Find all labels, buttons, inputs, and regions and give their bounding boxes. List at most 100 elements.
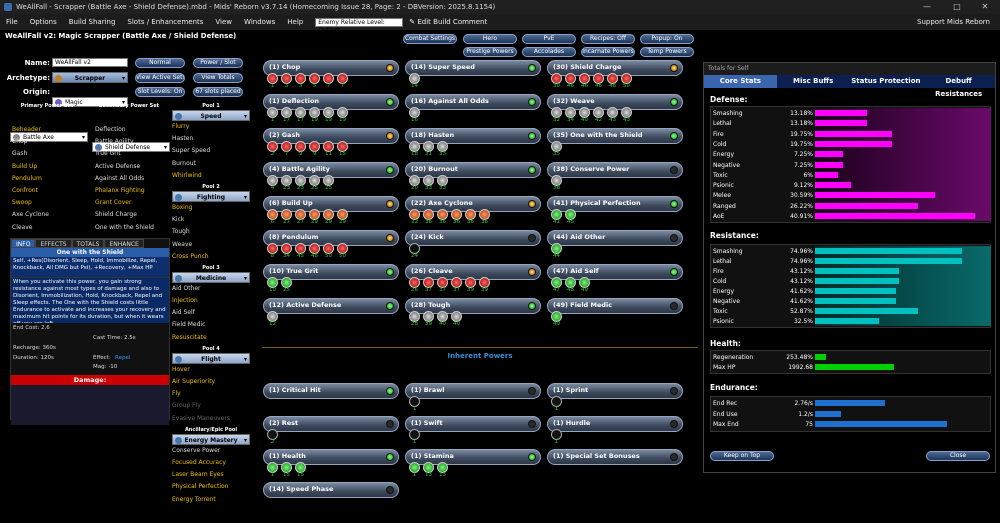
enhancement-icon[interactable] (309, 141, 320, 152)
power-slot-2-rest[interactable]: (2) Rest (263, 416, 399, 432)
enhancement-icon[interactable] (423, 209, 434, 220)
enhancement-icon[interactable] (551, 243, 562, 254)
enhancement-icon[interactable] (337, 209, 348, 220)
enhancement-icon[interactable] (465, 277, 476, 288)
slots-placed-button[interactable]: 67 slots placed (193, 87, 243, 97)
power-slot-1-health[interactable]: (1) Health (263, 449, 399, 465)
enhancement-icon[interactable] (281, 73, 292, 84)
tab-info[interactable]: INFO (11, 239, 36, 248)
power-air-superiority[interactable]: Air Superiority (172, 378, 216, 385)
power-hover[interactable]: Hover (172, 365, 190, 373)
pool-select-medicine[interactable]: Medicine ▾ (172, 271, 250, 283)
power-slot-16-against-all-odds[interactable]: (16) Against All Odds (405, 94, 541, 110)
enhancement-icon[interactable] (323, 175, 334, 186)
enhancement-icon[interactable] (579, 277, 590, 288)
enhancement-icon[interactable] (281, 175, 292, 186)
power-physical-perfection[interactable]: Physical Perfection (172, 483, 229, 491)
menu-view[interactable]: View (215, 18, 233, 26)
menu-windows[interactable]: Windows (244, 18, 276, 26)
power-slot-1-special-set-bonuses[interactable]: (1) Special Set Bonuses (547, 449, 683, 465)
power-injection[interactable]: Injection (172, 297, 198, 305)
power-whirlwind[interactable]: Whirlwind (172, 171, 202, 179)
enhancement-icon[interactable] (409, 243, 420, 254)
tab-effects[interactable]: EFFECTS (35, 239, 72, 248)
enhancement-icon[interactable] (337, 141, 348, 152)
tab-enhance[interactable]: ENHANCE (104, 239, 144, 248)
enhancement-icon[interactable] (323, 243, 334, 254)
power-cross-punch[interactable]: Cross Punch (172, 252, 209, 260)
enemy-level-select[interactable]: Enemy Relative Level: Default (315, 17, 404, 34)
enhancement-icon[interactable] (437, 175, 448, 186)
enhancement-icon[interactable] (551, 429, 562, 440)
enhancement-icon[interactable] (607, 107, 618, 118)
power-slot-12-active-defense[interactable]: (12) Active Defense (263, 298, 399, 314)
power-slot-20-burnout[interactable]: (20) Burnout (405, 162, 541, 178)
enhancement-icon[interactable] (267, 175, 278, 186)
enhancement-icon[interactable] (409, 277, 420, 288)
enhancement-icon[interactable] (281, 277, 292, 288)
power-slot-1-chop[interactable]: (1) Chop (263, 60, 399, 76)
enhancement-icon[interactable] (551, 209, 562, 220)
pool-select-energy-mastery[interactable]: Energy Mastery ▾ (172, 433, 250, 445)
archetype-select[interactable]: Scrapper ▾ (52, 72, 128, 83)
enhancement-icon[interactable] (309, 209, 320, 220)
enhancement-icon[interactable] (551, 73, 562, 84)
enhancement-icon[interactable] (551, 277, 562, 288)
enhancement-icon[interactable] (565, 277, 576, 288)
enhancement-icon[interactable] (479, 209, 490, 220)
enhancement-icon[interactable] (295, 209, 306, 220)
enhancement-icon[interactable] (423, 277, 434, 288)
power-slot-14-super-speed[interactable]: (14) Super Speed (405, 60, 541, 76)
power-deflection[interactable]: Deflection (95, 126, 126, 133)
enhancement-icon[interactable] (337, 107, 348, 118)
enhancement-icon[interactable] (337, 73, 348, 84)
menu-build-sharing[interactable]: Build Sharing (68, 18, 116, 26)
power-chop[interactable]: Chop (12, 138, 28, 146)
enhancement-icon[interactable] (281, 209, 292, 220)
enhancement-icon[interactable] (479, 277, 490, 288)
enhancement-icon[interactable] (423, 175, 434, 186)
primary-set-select[interactable]: Battle Axe ▾ (10, 132, 88, 142)
enhancement-icon[interactable] (267, 243, 278, 254)
enhancement-icon[interactable] (267, 107, 278, 118)
enhancement-icon[interactable] (267, 429, 278, 440)
power-weave[interactable]: Weave (172, 240, 193, 248)
enhancement-icon[interactable] (409, 73, 420, 84)
enhancement-icon[interactable] (451, 277, 462, 288)
power-burnout[interactable]: Burnout (172, 159, 196, 167)
tab-totals[interactable]: TOTALS (71, 239, 105, 248)
incarnate-powers-button[interactable]: Incarnate Powers (581, 47, 635, 57)
power-swoop[interactable]: Swoop (12, 199, 32, 207)
prestige-powers-button[interactable]: Prestige Powers (463, 47, 517, 57)
enhancement-icon[interactable] (409, 429, 420, 440)
power-gash[interactable]: Gash (12, 150, 28, 158)
normal-button[interactable]: Normal (135, 58, 185, 68)
power-one-with-the-shield[interactable]: One with the Shield (95, 223, 154, 231)
enhancement-icon[interactable] (323, 141, 334, 152)
power-slot-1-swift[interactable]: (1) Swift (405, 416, 541, 432)
slot-levels-button[interactable]: Slot Levels: On (135, 87, 185, 97)
power-slot-47-aid-self[interactable]: (47) Aid Self (547, 264, 683, 280)
pool-select-fighting[interactable]: Fighting ▾ (172, 190, 250, 202)
enhancement-icon[interactable] (295, 462, 306, 473)
menu-options[interactable]: Options (29, 18, 57, 26)
power-slot-14-speed-phase[interactable]: (14) Speed Phase (263, 482, 399, 498)
enhancement-icon[interactable] (551, 141, 562, 152)
power-focused-accuracy[interactable]: Focused Accuracy (172, 458, 226, 466)
power-slot-1-critical-hit[interactable]: (1) Critical Hit (263, 383, 399, 399)
enhancement-icon[interactable] (437, 209, 448, 220)
power-aid-self[interactable]: Aid Self (172, 309, 195, 317)
power-tough[interactable]: Tough (172, 228, 190, 236)
hero-button[interactable]: Hero (463, 34, 517, 44)
enhancement-icon[interactable] (593, 107, 604, 118)
power-slot-44-aid-other[interactable]: (44) Aid Other (547, 230, 683, 246)
power-slot-30-shield-charge[interactable]: (30) Shield Charge (547, 60, 683, 76)
enhancement-icon[interactable] (565, 73, 576, 84)
power-slot-10-true-grit[interactable]: (10) True Grit (263, 264, 399, 280)
power-true-grit[interactable]: True Grit (95, 150, 121, 158)
pool-select-speed[interactable]: Speed ▾ (172, 110, 250, 121)
enhancement-icon[interactable] (551, 396, 562, 407)
enhancement-icon[interactable] (409, 396, 420, 407)
enhancement-icon[interactable] (281, 243, 292, 254)
enhancement-icon[interactable] (323, 107, 334, 118)
